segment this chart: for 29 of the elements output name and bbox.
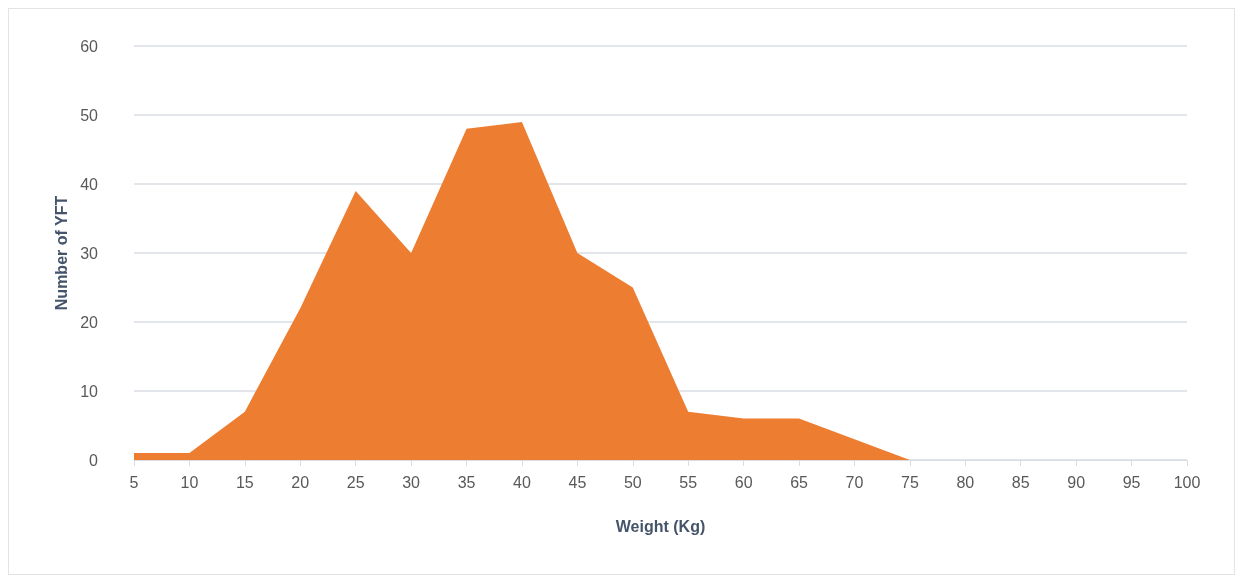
x-tick-label: 80 xyxy=(956,473,975,491)
x-tick-label: 5 xyxy=(129,473,139,491)
y-tick-label: 20 xyxy=(80,313,99,331)
x-tick-label: 55 xyxy=(679,473,698,491)
x-tick-label: 100 xyxy=(1173,473,1201,491)
x-tick-label: 75 xyxy=(901,473,919,491)
x-tick-label: 60 xyxy=(734,473,753,491)
x-tick-label: 35 xyxy=(457,473,476,491)
x-tick-label: 30 xyxy=(402,473,421,491)
y-tick-label: 50 xyxy=(80,106,99,124)
x-tick-label: 10 xyxy=(180,473,199,491)
x-tick-label: 65 xyxy=(790,473,809,491)
y-tick-label: 60 xyxy=(80,37,99,55)
x-tick-label: 25 xyxy=(346,473,365,491)
y-tick-label: 10 xyxy=(80,382,99,400)
x-tick-label: 40 xyxy=(513,473,531,491)
x-tick-label: 70 xyxy=(845,473,864,491)
x-axis-title: Weight (Kg) xyxy=(615,517,706,535)
x-tick-label: 90 xyxy=(1067,473,1086,491)
y-tick-label: 0 xyxy=(89,451,99,469)
y-tick-label: 30 xyxy=(80,244,99,262)
y-tick-label: 40 xyxy=(80,175,99,193)
x-tick-label: 45 xyxy=(568,473,587,491)
x-tick-label: 85 xyxy=(1011,473,1030,491)
x-tick-label: 15 xyxy=(235,473,254,491)
x-tick-label: 20 xyxy=(291,473,310,491)
x-tick-label: 95 xyxy=(1122,473,1141,491)
x-tick-label: 50 xyxy=(623,473,642,491)
y-axis-title: Number of YFT xyxy=(52,195,70,311)
